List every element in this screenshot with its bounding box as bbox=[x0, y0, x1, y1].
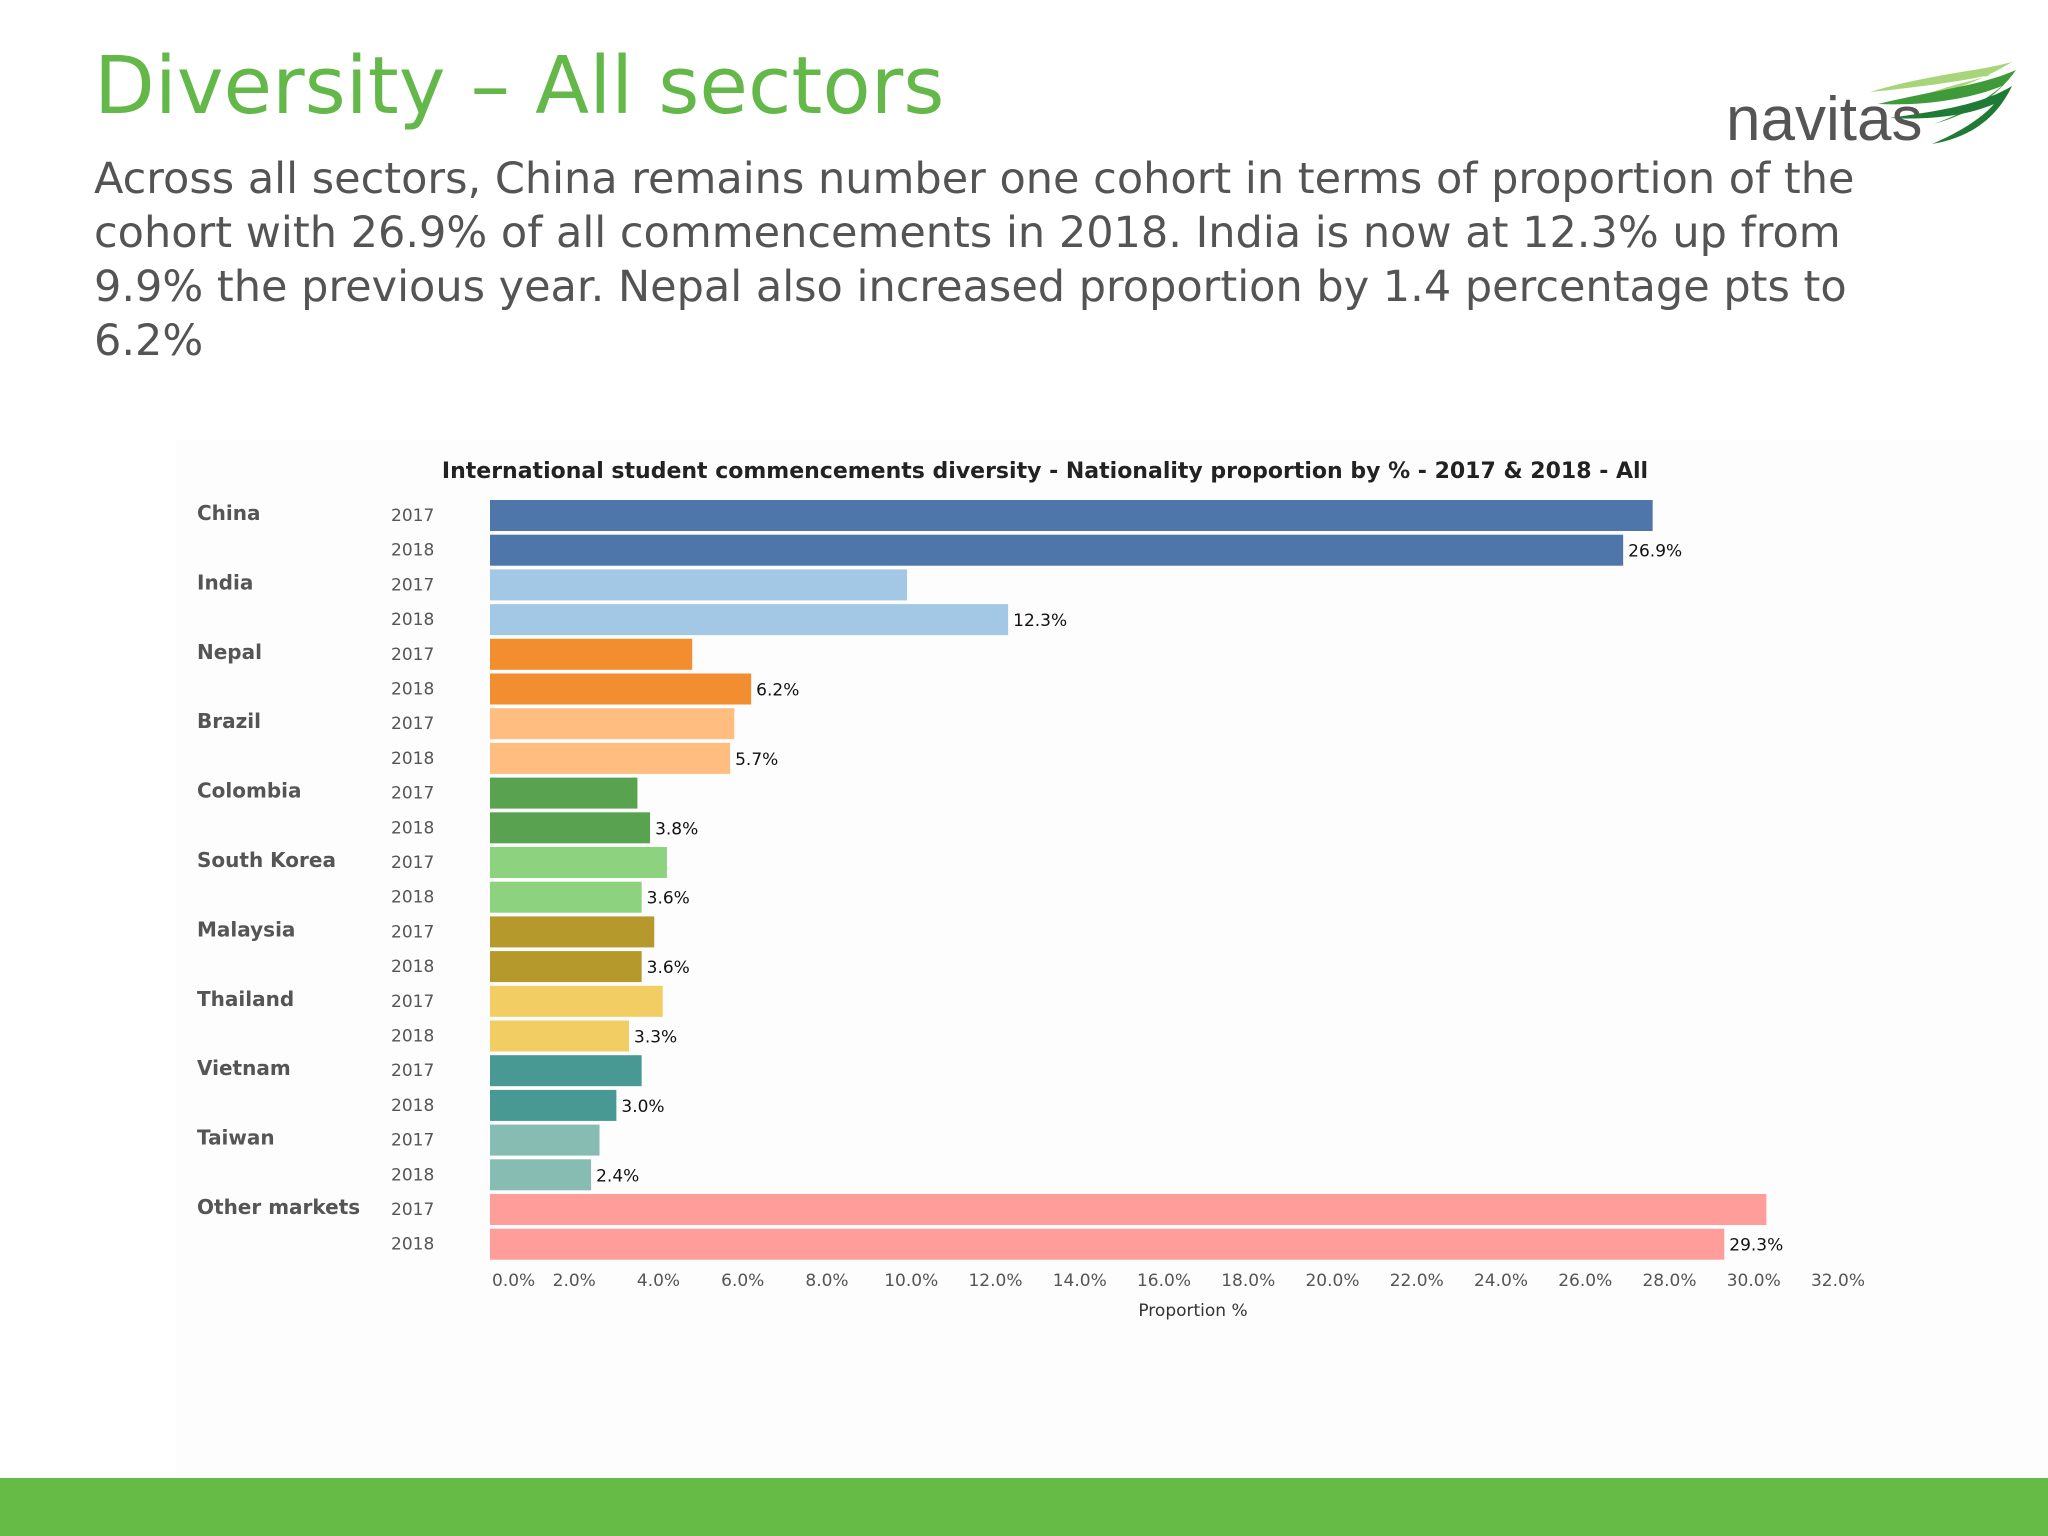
data-label: 5.7% bbox=[735, 750, 778, 770]
year-label: 2018 bbox=[391, 680, 434, 700]
slide-subtitle: Across all sectors, China remains number… bbox=[94, 154, 1855, 366]
category-label: Other markets bbox=[197, 1195, 360, 1219]
data-label: 6.2% bbox=[756, 681, 799, 701]
bar bbox=[490, 1089, 617, 1121]
bar bbox=[490, 638, 693, 670]
x-tick-label: 22.0% bbox=[1390, 1271, 1444, 1291]
year-label: 2017 bbox=[391, 922, 434, 942]
year-label: 2017 bbox=[391, 714, 434, 734]
bar bbox=[490, 1228, 1725, 1260]
x-axis-title: Proportion % bbox=[1138, 1301, 1247, 1321]
data-label: 3.6% bbox=[647, 958, 690, 978]
year-label: 2018 bbox=[391, 818, 434, 838]
x-tick-label: 14.0% bbox=[1053, 1271, 1107, 1291]
data-label: 29.3% bbox=[1729, 1236, 1783, 1256]
bar bbox=[490, 708, 735, 740]
category-label: South Korea bbox=[197, 848, 336, 872]
bar bbox=[490, 951, 642, 983]
footer-bar bbox=[0, 1478, 2048, 1536]
year-label: 2017 bbox=[391, 992, 434, 1012]
bar bbox=[490, 1020, 630, 1052]
x-tick-label: 20.0% bbox=[1305, 1271, 1359, 1291]
x-tick-label: 24.0% bbox=[1474, 1271, 1528, 1291]
data-label: 3.6% bbox=[647, 889, 690, 909]
bar bbox=[490, 500, 1653, 531]
category-label: Nepal bbox=[197, 640, 262, 664]
category-label: Colombia bbox=[197, 779, 302, 803]
bar bbox=[490, 604, 1009, 636]
year-label: 2017 bbox=[391, 1200, 434, 1220]
x-axis: 0.0% 2.0% 4.0% 6.0% 8.0% 10.0% 12.0% 14.0% 16.0%… bbox=[492, 1271, 1865, 1291]
data-label: 3.0% bbox=[621, 1097, 664, 1117]
data-label: 2.4% bbox=[596, 1166, 639, 1186]
bar-chart: International student commencements dive… bbox=[197, 459, 1865, 1321]
x-tick-label: 26.0% bbox=[1558, 1271, 1612, 1291]
chart-panel bbox=[176, 440, 2048, 1478]
bar bbox=[490, 673, 752, 705]
x-tick-label: 32.0% bbox=[1811, 1271, 1865, 1291]
year-label: 2018 bbox=[391, 957, 434, 977]
year-label: 2018 bbox=[391, 541, 434, 561]
bar bbox=[490, 569, 908, 601]
chart-title: International student commencements dive… bbox=[442, 459, 1648, 484]
year-label: 2017 bbox=[391, 1131, 434, 1151]
year-label: 2018 bbox=[391, 1235, 434, 1255]
year-label: 2018 bbox=[391, 1096, 434, 1116]
slide-title: Diversity – All sectors bbox=[94, 40, 945, 132]
x-tick-label: 18.0% bbox=[1221, 1271, 1275, 1291]
category-label: Thailand bbox=[197, 987, 294, 1011]
x-tick-label: 0.0% bbox=[492, 1271, 535, 1291]
data-label: 26.9% bbox=[1628, 542, 1682, 562]
year-label: 2018 bbox=[391, 610, 434, 630]
bar bbox=[490, 1159, 592, 1191]
bar bbox=[490, 1124, 600, 1156]
year-label: 2017 bbox=[391, 1061, 434, 1081]
year-label: 2017 bbox=[391, 506, 434, 526]
year-label: 2017 bbox=[391, 784, 434, 804]
year-label: 2018 bbox=[391, 749, 434, 769]
bar bbox=[490, 742, 731, 774]
x-tick-label: 2.0% bbox=[553, 1271, 596, 1291]
bar bbox=[490, 777, 638, 809]
bar bbox=[490, 847, 667, 878]
category-label: India bbox=[197, 570, 253, 594]
bar bbox=[490, 881, 642, 913]
data-label: 3.8% bbox=[655, 819, 698, 839]
bar bbox=[490, 1194, 1767, 1225]
x-tick-label: 30.0% bbox=[1727, 1271, 1781, 1291]
year-label: 2017 bbox=[391, 853, 434, 873]
x-tick-label: 6.0% bbox=[721, 1271, 764, 1291]
x-tick-label: 10.0% bbox=[884, 1271, 938, 1291]
year-label: 2018 bbox=[391, 888, 434, 908]
logo-text: navitas bbox=[1726, 85, 1922, 154]
bars-layer: China 2017 2018 26.9% India 2017 2018 12.3% Nepa… bbox=[197, 500, 1783, 1260]
x-tick-label: 4.0% bbox=[637, 1271, 680, 1291]
x-tick-label: 16.0% bbox=[1137, 1271, 1191, 1291]
data-label: 3.3% bbox=[634, 1028, 677, 1048]
bar bbox=[490, 985, 663, 1017]
x-tick-label: 8.0% bbox=[805, 1271, 848, 1291]
x-tick-label: 28.0% bbox=[1642, 1271, 1696, 1291]
year-label: 2018 bbox=[391, 1027, 434, 1047]
bar bbox=[490, 916, 655, 948]
navitas-logo: navitas bbox=[1726, 62, 2016, 154]
category-label: Taiwan bbox=[197, 1126, 275, 1150]
bar bbox=[490, 1055, 642, 1087]
category-label: Vietnam bbox=[197, 1056, 291, 1080]
swoosh-icon bbox=[1870, 62, 2016, 144]
category-label: China bbox=[197, 501, 261, 525]
bar bbox=[490, 534, 1624, 566]
year-label: 2017 bbox=[391, 575, 434, 595]
category-label: Malaysia bbox=[197, 917, 295, 941]
x-tick-label: 12.0% bbox=[968, 1271, 1022, 1291]
data-label: 12.3% bbox=[1013, 611, 1067, 631]
bar bbox=[490, 812, 651, 844]
year-label: 2018 bbox=[391, 1165, 434, 1185]
year-label: 2017 bbox=[391, 645, 434, 665]
category-label: Brazil bbox=[197, 709, 261, 733]
